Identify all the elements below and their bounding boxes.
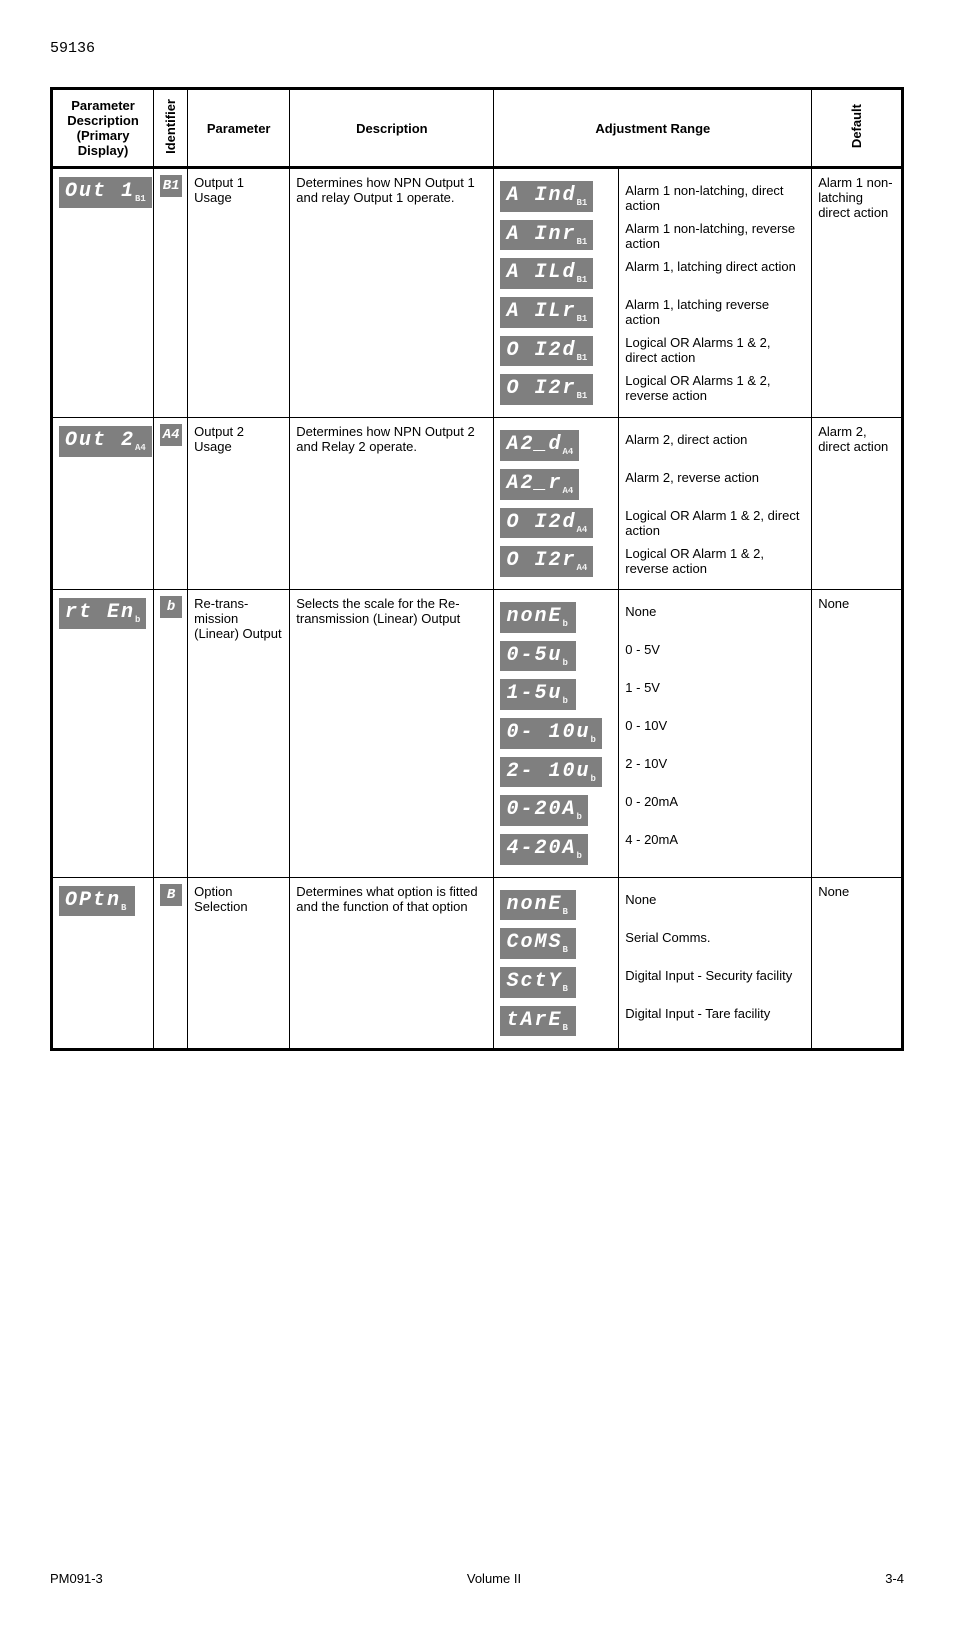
adjustment-seg-cell: A IndB1 A InrB1 A ILdB1 A ILrB1 O I2dB1 O I2r… — [494, 168, 619, 418]
option-seg-display: A InrB1 — [500, 220, 593, 251]
description-cell: Determines how NPN Output 2 and Relay 2 … — [290, 418, 494, 590]
option-meaning: None — [625, 600, 805, 634]
option-meaning: Alarm 2, reverse action — [625, 466, 805, 500]
adjustment-meaning-cell: None 0 - 5V 1 - 5V 0 - 10V 2 - 10V 0 - 20mA 4 … — [619, 589, 812, 877]
option-seg-display: CoMSB — [500, 928, 576, 959]
identifier-icon: A4 — [160, 424, 182, 446]
parameter-cell: Option Selection — [188, 877, 290, 1050]
option-meaning: 0 - 20mA — [625, 790, 805, 824]
description-cell: Determines how NPN Output 1 and relay Ou… — [290, 168, 494, 418]
parameter-cell: Re-trans-mission (Linear) Output — [188, 589, 290, 877]
option-seg-display: O I2dB1 — [500, 336, 593, 367]
option-seg-display: A2_rA4 — [500, 469, 579, 500]
identifier-cell: B1 — [154, 168, 188, 418]
table-row: Out 2A4 A4 Output 2 UsageDetermines how NP… — [52, 418, 903, 590]
header-description: Description — [290, 89, 494, 168]
option-seg-display: A2_dA4 — [500, 430, 579, 461]
default-cell: None — [812, 877, 903, 1050]
header-param-desc: Parameter Description (Primary Display) — [52, 89, 154, 168]
option-seg-display: O I2dA4 — [500, 508, 593, 539]
primary-display: OPtnB — [52, 877, 154, 1050]
option-seg-display: 4-20Ab — [500, 834, 587, 865]
header-default: Default — [812, 89, 903, 168]
primary-seg-display: OPtnB — [59, 886, 135, 917]
option-seg-display: nonEB — [500, 890, 576, 921]
option-meaning: Digital Input - Tare facility — [625, 1002, 805, 1036]
footer-center: Volume II — [467, 1571, 521, 1586]
option-seg-display: 0- 10ub — [500, 718, 601, 749]
option-meaning: 1 - 5V — [625, 676, 805, 710]
description-cell: Determines what option is fitted and the… — [290, 877, 494, 1050]
option-seg-display: tArEB — [500, 1006, 576, 1037]
header-identifier: Identifier — [154, 89, 188, 168]
option-meaning: Alarm 1 non-latching, direct action — [625, 179, 805, 213]
option-seg-display: 0-5ub — [500, 641, 576, 672]
option-meaning: 4 - 20mA — [625, 828, 805, 862]
primary-seg-display: Out 1B1 — [59, 177, 152, 208]
option-seg-display: A ILrB1 — [500, 297, 593, 328]
description-cell: Selects the scale for the Re-transmissio… — [290, 589, 494, 877]
identifier-icon: B1 — [160, 175, 182, 197]
option-meaning: 0 - 10V — [625, 714, 805, 748]
adjustment-seg-cell: nonEb 0-5ub 1-5ub 0- 10ub 2- 10ub 0-20Ab 4-20A… — [494, 589, 619, 877]
table-row: Out 1B1 B1 Output 1 UsageDetermines how NP… — [52, 168, 903, 418]
primary-display: Out 2A4 — [52, 418, 154, 590]
option-meaning: Logical OR Alarms 1 & 2, reverse action — [625, 369, 805, 403]
table-row: OPtnB B Option SelectionDetermines what op… — [52, 877, 903, 1050]
identifier-icon: B — [160, 884, 182, 906]
default-cell: Alarm 1 non-latching direct action — [812, 168, 903, 418]
primary-display: rt Enb — [52, 589, 154, 877]
page-footer: PM091-3 Volume II 3-4 — [50, 1571, 904, 1586]
option-meaning: Alarm 2, direct action — [625, 428, 805, 462]
option-seg-display: 2- 10ub — [500, 757, 601, 788]
option-meaning: Logical OR Alarms 1 & 2, direct action — [625, 331, 805, 365]
identifier-cell: b — [154, 589, 188, 877]
adjustment-meaning-cell: Alarm 2, direct action Alarm 2, reverse a… — [619, 418, 812, 590]
option-seg-display: A ILdB1 — [500, 258, 593, 289]
option-meaning: Digital Input - Security facility — [625, 964, 805, 998]
default-cell: Alarm 2, direct action — [812, 418, 903, 590]
header-row: Parameter Description (Primary Display) … — [52, 89, 903, 168]
primary-seg-display: Out 2A4 — [59, 426, 152, 457]
option-seg-display: A IndB1 — [500, 181, 593, 212]
option-meaning: Logical OR Alarm 1 & 2, direct action — [625, 504, 805, 538]
parameter-cell: Output 1 Usage — [188, 168, 290, 418]
option-seg-display: SctYB — [500, 967, 576, 998]
option-seg-display: nonEb — [500, 602, 576, 633]
primary-display: Out 1B1 — [52, 168, 154, 418]
header-parameter: Parameter — [188, 89, 290, 168]
primary-seg-display: rt Enb — [59, 598, 146, 629]
option-meaning: 2 - 10V — [625, 752, 805, 786]
footer-left: PM091-3 — [50, 1571, 103, 1586]
option-meaning: Alarm 1, latching direct action — [625, 255, 805, 289]
identifier-cell: B — [154, 877, 188, 1050]
footer-right: 3-4 — [885, 1571, 904, 1586]
adjustment-meaning-cell: Alarm 1 non-latching, direct action Alarm… — [619, 168, 812, 418]
option-meaning: None — [625, 888, 805, 922]
header-adjustment: Adjustment Range — [494, 89, 812, 168]
option-seg-display: O I2rB1 — [500, 374, 593, 405]
parameter-table: Parameter Description (Primary Display) … — [50, 87, 904, 1051]
identifier-icon: b — [160, 596, 182, 618]
option-seg-display: 1-5ub — [500, 679, 576, 710]
option-seg-display: 0-20Ab — [500, 795, 587, 826]
page-top-number: 59136 — [50, 40, 904, 57]
default-cell: None — [812, 589, 903, 877]
option-meaning: Logical OR Alarm 1 & 2, reverse action — [625, 542, 805, 576]
option-meaning: Alarm 1 non-latching, reverse action — [625, 217, 805, 251]
parameter-cell: Output 2 Usage — [188, 418, 290, 590]
table-row: rt Enb b Re-trans-mission (Linear) OutputS… — [52, 589, 903, 877]
identifier-cell: A4 — [154, 418, 188, 590]
option-seg-display: O I2rA4 — [500, 546, 593, 577]
adjustment-seg-cell: A2_dA4 A2_rA4 O I2dA4 O I2rA4 — [494, 418, 619, 590]
adjustment-seg-cell: nonEB CoMSB SctYB tArEB — [494, 877, 619, 1050]
adjustment-meaning-cell: None Serial Comms. Digital Input - Securit… — [619, 877, 812, 1050]
option-meaning: 0 - 5V — [625, 638, 805, 672]
option-meaning: Alarm 1, latching reverse action — [625, 293, 805, 327]
option-meaning: Serial Comms. — [625, 926, 805, 960]
